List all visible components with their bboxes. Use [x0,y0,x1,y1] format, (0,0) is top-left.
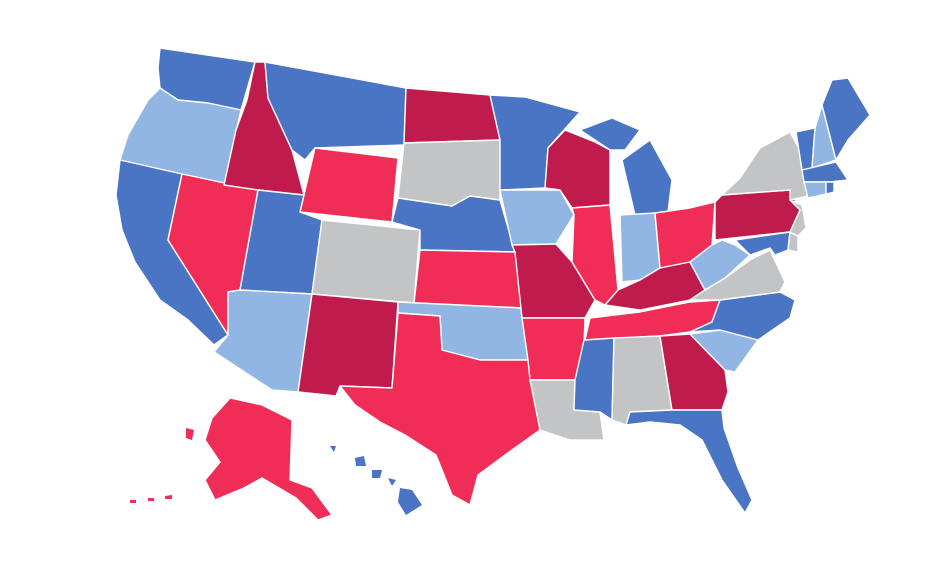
state-missouri[interactable] [511,243,596,319]
state-florida[interactable] [625,409,753,514]
state-kansas[interactable] [413,249,523,309]
state-michigan[interactable] [579,117,673,216]
state-rhode-island[interactable] [825,181,835,195]
state-iowa[interactable] [499,189,575,246]
alaska-island-chain [130,428,194,503]
state-alaska-group[interactable] [130,397,333,521]
state-massachusetts[interactable] [801,161,849,183]
state-alaska[interactable] [204,397,333,521]
state-hawaii[interactable] [330,446,422,515]
state-hawaii-group[interactable] [330,446,422,515]
state-maine[interactable] [821,77,871,161]
state-texas[interactable] [339,312,541,506]
state-illinois[interactable] [571,204,619,306]
state-new-jersey[interactable] [789,199,807,237]
state-west-virginia[interactable] [689,239,751,291]
state-arkansas[interactable] [521,317,586,381]
state-south-dakota[interactable] [397,139,501,207]
state-colorado[interactable] [311,219,421,304]
state-wyoming[interactable] [299,147,399,223]
state-north-dakota[interactable] [403,87,501,144]
state-new-mexico[interactable] [297,293,399,397]
